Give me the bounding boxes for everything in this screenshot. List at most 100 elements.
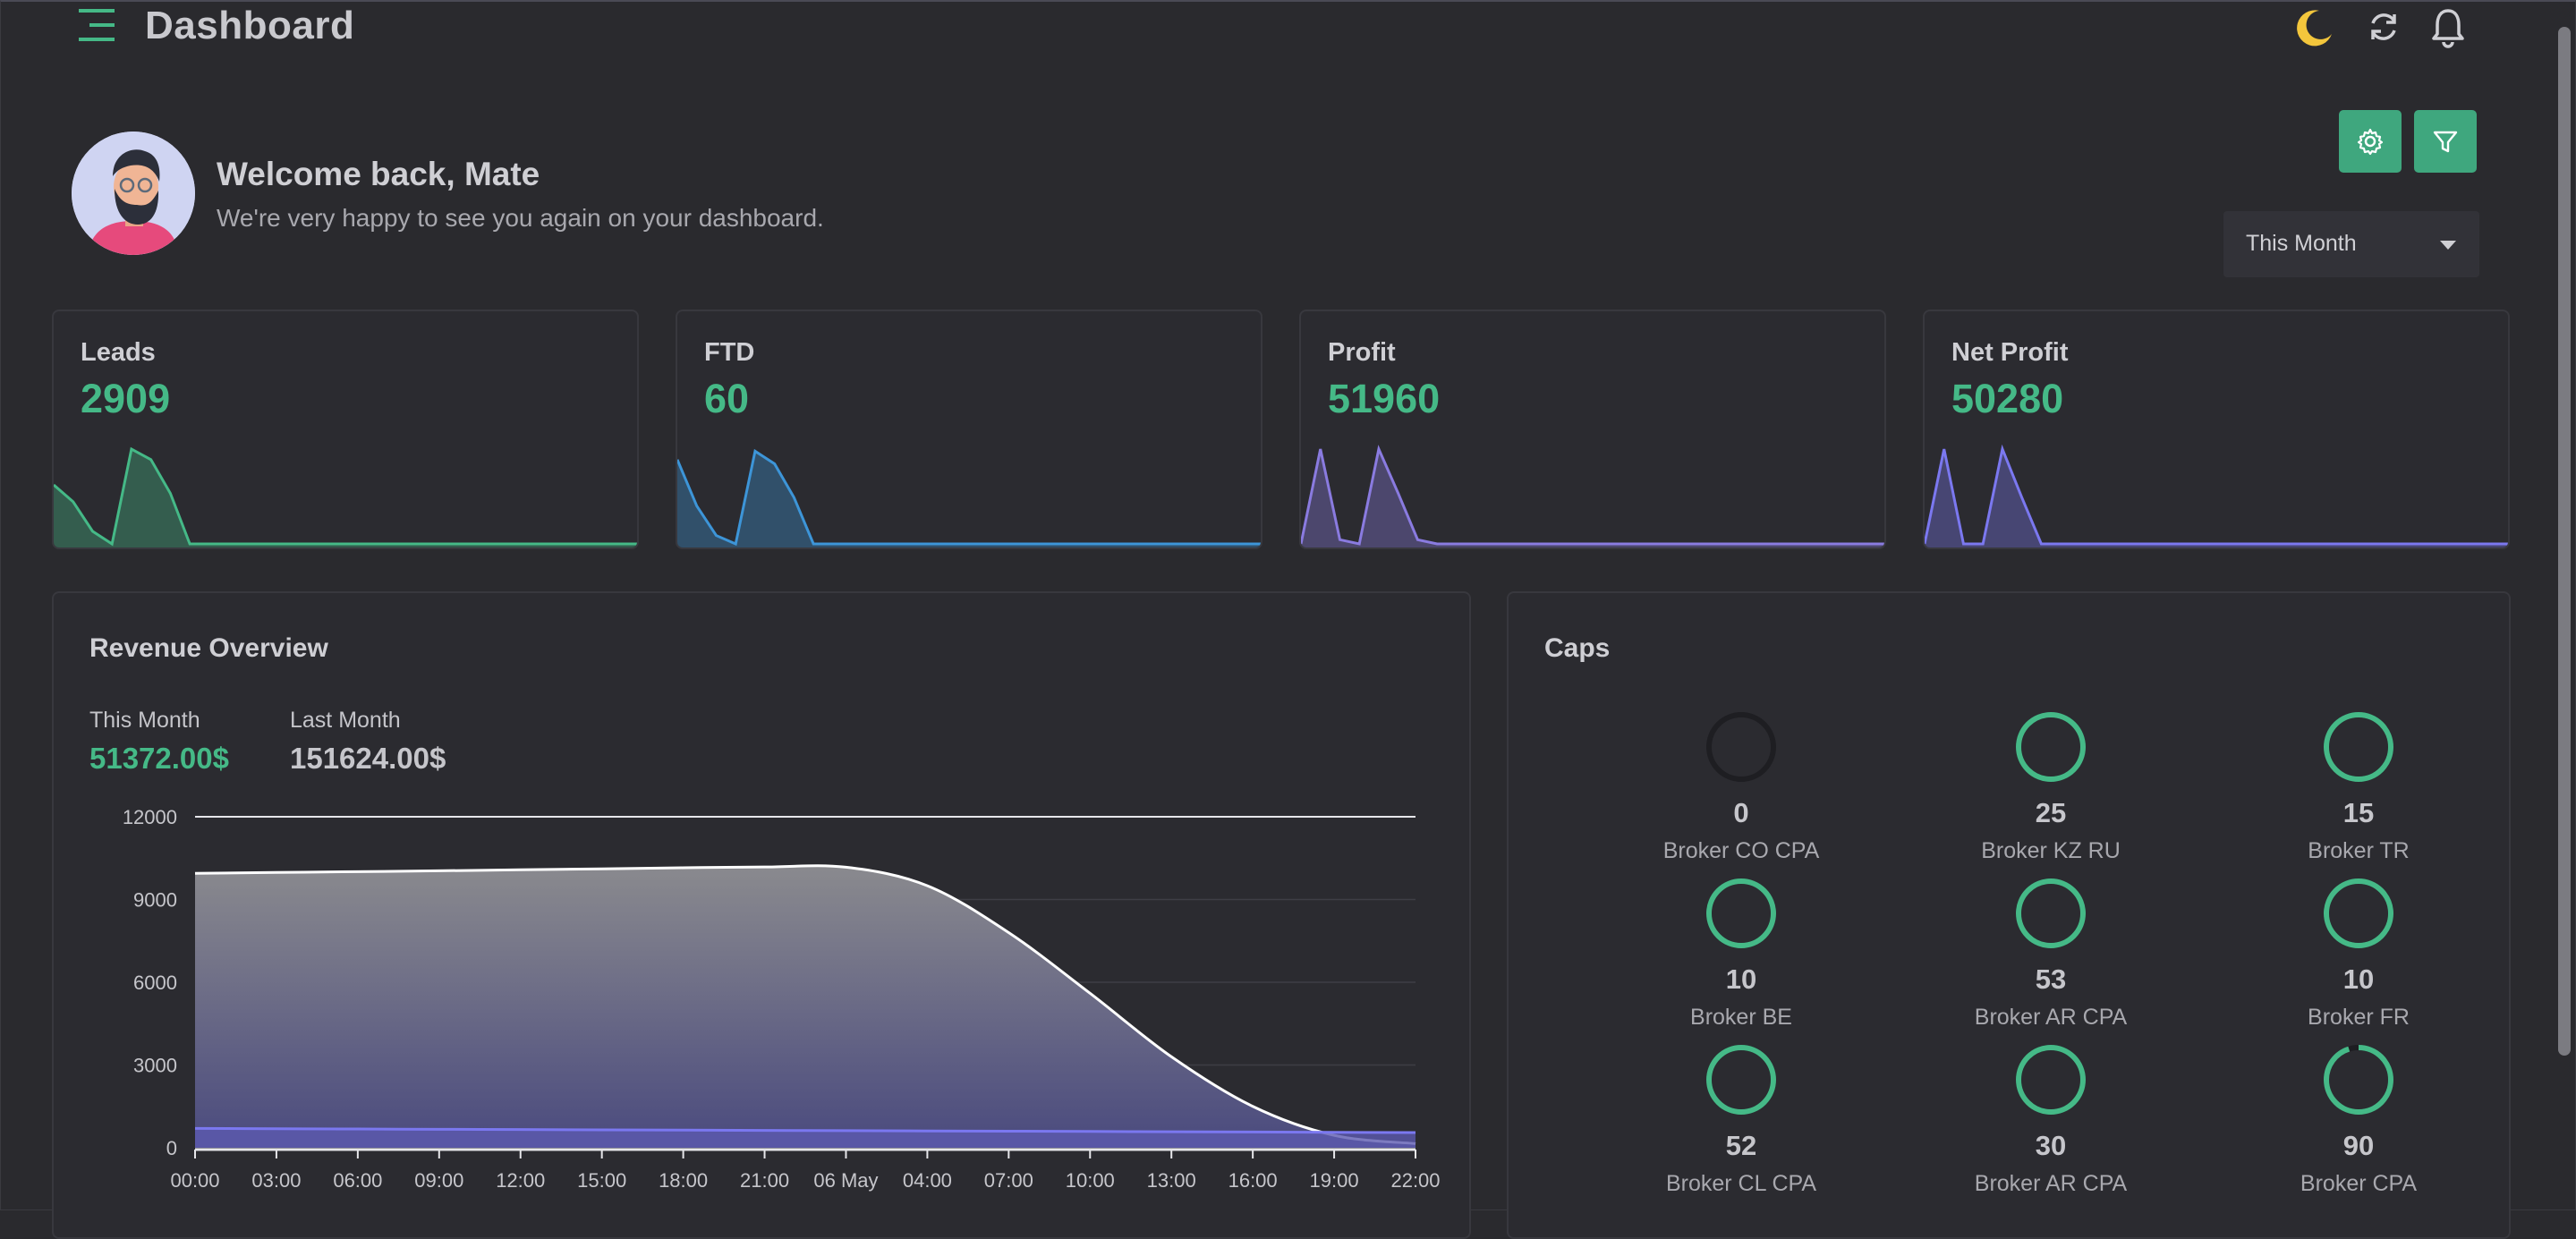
cap-ring	[1706, 1045, 1776, 1115]
revenue-overview-card: Revenue Overview This Month 51372.00$ La…	[52, 591, 1471, 1239]
gear-icon	[2357, 128, 2384, 156]
page-title: Dashboard	[145, 4, 355, 47]
x-tick-label: 07:00	[984, 1169, 1033, 1192]
x-tick-label: 06 May	[813, 1169, 878, 1192]
cap-ring	[1706, 712, 1776, 782]
cap-name: Broker CO CPA	[1662, 838, 1820, 863]
cap-value: 30	[2035, 1130, 2067, 1161]
this-month-value: 51372.00$	[89, 742, 229, 775]
x-tick-label: 10:00	[1066, 1169, 1115, 1192]
stat-value: 50280	[1951, 376, 2064, 421]
series-area-this-month	[195, 865, 1416, 1148]
sparkline	[677, 448, 1261, 547]
y-tick-label: 12000	[123, 806, 177, 828]
cap-item: 15 Broker TR	[2206, 709, 2509, 879]
revenue-title: Revenue Overview	[89, 633, 328, 663]
cap-name: Broker TR	[2308, 838, 2410, 863]
x-tick-label: 21:00	[740, 1169, 789, 1192]
cap-value: 53	[2035, 963, 2067, 995]
filter-button[interactable]	[2414, 110, 2477, 173]
x-tick-label: 00:00	[170, 1169, 219, 1192]
cap-name: Broker BE	[1690, 1005, 1792, 1030]
period-select[interactable]: This Month	[2223, 211, 2479, 277]
y-tick-label: 0	[166, 1137, 177, 1159]
sparkline-line	[54, 446, 637, 547]
x-tick-label: 19:00	[1310, 1169, 1359, 1192]
stat-value: 2909	[81, 376, 171, 421]
cap-value: 15	[2342, 797, 2375, 828]
sparkline-area	[1301, 449, 1884, 547]
x-tick-label: 06:00	[333, 1169, 382, 1192]
revenue-chart: 0 3000 6000 9000 12000 00:00 03:00 06:00 09:00 12…	[123, 806, 1441, 1192]
stat-card-leads: Leads 2909	[52, 310, 639, 549]
cap-ring	[2324, 878, 2393, 948]
chevron-down-icon	[2440, 241, 2456, 250]
scrollbar[interactable]	[2558, 27, 2571, 1056]
cap-ring	[2016, 712, 2086, 782]
cap-ring	[2016, 1045, 2086, 1115]
moon-icon[interactable]	[2292, 5, 2335, 48]
stat-label: FTD	[704, 338, 755, 367]
x-tick-label: 12:00	[496, 1169, 545, 1192]
welcome-subtitle: We're very happy to see you again on you…	[217, 204, 824, 232]
cap-item: 30 Broker AR CPA	[1899, 1042, 2203, 1212]
cap-ring	[1706, 878, 1776, 948]
cap-name: Broker FR	[2308, 1005, 2410, 1030]
stat-label: Leads	[81, 338, 156, 367]
x-tick-label: 22:00	[1390, 1169, 1440, 1192]
cap-value: 25	[2035, 797, 2067, 828]
cap-ring	[2324, 1045, 2393, 1115]
last-month-label: Last Month	[290, 708, 401, 733]
cap-name: Broker CPA	[2300, 1171, 2418, 1196]
menu-icon[interactable]	[79, 7, 118, 43]
stat-card-profit: Profit 51960	[1299, 310, 1886, 549]
cap-ring	[2324, 712, 2393, 782]
y-tick-label: 3000	[133, 1055, 177, 1077]
last-month-value: 151624.00$	[290, 742, 446, 775]
refresh-icon[interactable]	[2362, 5, 2405, 48]
stat-card-net-profit: Net Profit 50280	[1923, 310, 2510, 549]
x-tick-label: 13:00	[1147, 1169, 1196, 1192]
bell-icon[interactable]	[2427, 5, 2470, 48]
stat-value: 60	[704, 376, 750, 421]
stat-label: Profit	[1328, 338, 1396, 367]
y-tick-label: 9000	[133, 889, 177, 912]
sparkline	[1301, 445, 1884, 547]
this-month-label: This Month	[89, 708, 200, 733]
sparkline-area	[54, 449, 637, 547]
series-area-last-month	[195, 1128, 1416, 1148]
avatar	[72, 132, 195, 255]
cap-value: 10	[2342, 963, 2375, 995]
series-line-this-month	[194, 864, 1416, 1145]
settings-button[interactable]	[2339, 110, 2402, 173]
sparkline	[54, 446, 637, 547]
x-tick-label: 03:00	[251, 1169, 301, 1192]
caps-title: Caps	[1544, 633, 1611, 663]
cap-name: Broker AR CPA	[1974, 1171, 2128, 1196]
cap-name: Broker CL CPA	[1665, 1171, 1817, 1196]
stat-value: 51960	[1328, 376, 1441, 421]
sparkline-line	[1301, 445, 1884, 546]
period-select-value: This Month	[2246, 231, 2357, 256]
cap-item: 0 Broker CO CPA	[1589, 709, 1893, 879]
stat-card-ftd: FTD 60	[676, 310, 1262, 549]
sparkline-area	[677, 451, 1261, 547]
welcome-title: Welcome back, Mate	[217, 156, 540, 192]
x-tick-label: 15:00	[577, 1169, 626, 1192]
sparkline-area	[1925, 449, 2508, 547]
cap-value: 10	[1725, 963, 1757, 995]
x-tick-label: 04:00	[903, 1169, 952, 1192]
cap-item: 10 Broker FR	[2206, 876, 2509, 1046]
filter-icon	[2433, 131, 2458, 153]
cap-name: Broker AR CPA	[1974, 1005, 2128, 1030]
x-tick-label: 09:00	[414, 1169, 463, 1192]
cap-item: 90 Broker CPA	[2206, 1042, 2509, 1212]
cap-value: 90	[2342, 1130, 2375, 1161]
top-bar: Dashboard	[0, 0, 2576, 55]
cap-item: 53 Broker AR CPA	[1899, 876, 2203, 1046]
cap-value: 0	[1733, 797, 1749, 828]
series-line-last-month	[194, 1126, 1416, 1134]
cap-value: 52	[1725, 1130, 1757, 1161]
y-tick-label: 6000	[133, 972, 177, 994]
x-tick-label: 16:00	[1228, 1169, 1278, 1192]
